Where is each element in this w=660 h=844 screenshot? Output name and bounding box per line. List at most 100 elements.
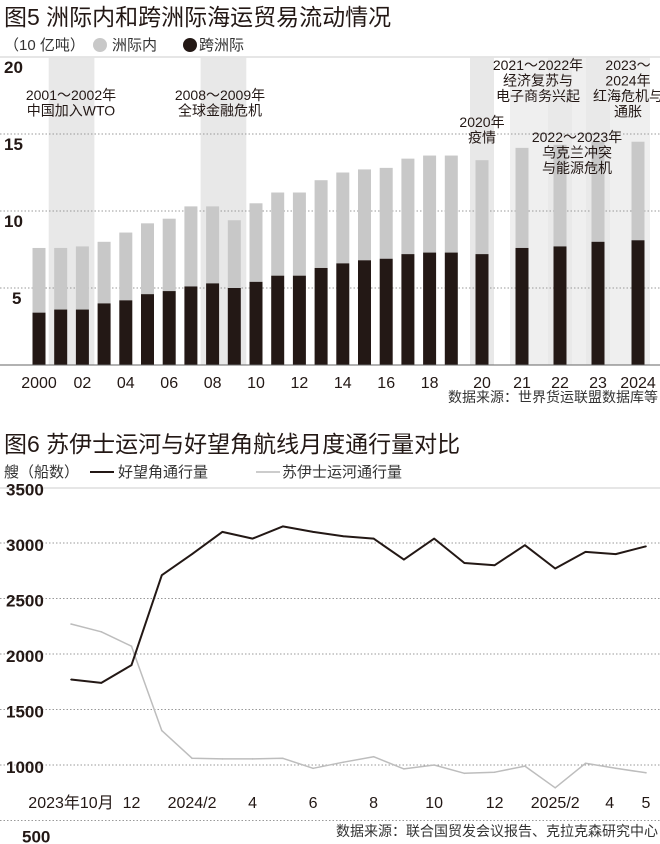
- x-tick-label: 20: [473, 375, 491, 392]
- data-point-suez: [372, 755, 375, 758]
- data-point-cape: [221, 531, 224, 533]
- bar-inter-2020: [475, 254, 489, 365]
- x-tick-label: 08: [204, 375, 222, 392]
- bar-intra-2005: [141, 223, 154, 295]
- x-tick-label: 10: [247, 375, 265, 392]
- fig5-plot: 5 10 15 20 2000 02 04 06 08 10 12 14 16 18 20 21 22 23 202…: [0, 57, 660, 392]
- bar-inter-2016: [379, 258, 393, 365]
- x-tick-label: 10: [425, 795, 443, 812]
- data-point-cape: [554, 567, 557, 570]
- chart-title-fig5: 图5 洲际内和跨洲际海运贸易流动情况: [4, 4, 391, 30]
- y-tick-label: 1500: [6, 703, 44, 722]
- bar-inter-2014: [336, 263, 350, 365]
- x-tick-label: 16: [377, 375, 395, 392]
- bar-inter-2021: [515, 247, 529, 365]
- bar-inter-2002: [75, 309, 89, 365]
- bar-intra-2020: [475, 160, 489, 255]
- annotation-text: 疫情: [468, 130, 496, 146]
- bar-intra-2007: [184, 206, 198, 287]
- data-point-cape: [100, 682, 103, 684]
- bar-intra-2006: [162, 218, 176, 292]
- bar-intra-2011: [271, 192, 285, 276]
- x-tick-label: 5: [642, 795, 651, 812]
- bar-inter-2008: [206, 283, 220, 365]
- y-tick-label: 1000: [6, 758, 44, 777]
- bar-intra-2019: [444, 155, 458, 253]
- x-tick-label: 23: [589, 375, 607, 392]
- bar-intra-2023: [591, 141, 605, 242]
- data-point-cape: [493, 564, 496, 566]
- y-tick-label: 2500: [6, 592, 44, 611]
- x-tick-label: 6: [309, 795, 318, 812]
- chart-title-fig6: 图6 苏伊士运河与好望角航线月度通行量对比: [4, 431, 460, 457]
- bar-inter-2004: [119, 300, 133, 365]
- x-tick-label: 2024: [620, 375, 656, 392]
- data-point-cape: [130, 664, 133, 666]
- x-tick-label: 2023年10月: [28, 794, 113, 812]
- x-tick-label: 2000: [21, 375, 57, 392]
- bar-inter-2019: [444, 252, 458, 365]
- bar-inter-2022: [553, 246, 567, 365]
- annotation-text: 中国加入WTO: [27, 103, 116, 119]
- x-tick-label: 8: [369, 795, 378, 812]
- legend-swatch-intra: [93, 38, 107, 52]
- x-tick-label: 04: [117, 375, 135, 392]
- x-tick-label: 21: [513, 375, 531, 392]
- data-point-cape: [191, 553, 193, 555]
- bar-inter-2001: [54, 309, 68, 365]
- unit-label-fig6: 艘（船数）: [4, 464, 79, 481]
- annotation-text: 全球金融危机: [178, 103, 262, 119]
- data-point-cape: [372, 537, 375, 540]
- bar-inter-2015: [358, 260, 371, 365]
- annotation-text: 乌克兰冲突: [542, 145, 612, 161]
- x-tick-label: 2025/2: [531, 795, 580, 812]
- data-point-suez: [524, 765, 526, 767]
- data-point-suez: [251, 758, 254, 760]
- data-point-cape: [160, 574, 163, 576]
- data-point-suez: [554, 786, 557, 789]
- bar-inter-2000: [32, 312, 46, 365]
- x-tick-label: 18: [421, 375, 439, 392]
- bar-inter-2024: [631, 240, 645, 365]
- x-tick-label: 4: [248, 795, 257, 812]
- y-tick-label: 3500: [6, 481, 44, 500]
- bar-inter-2013: [314, 267, 328, 365]
- x-tick-label: 12: [486, 795, 504, 812]
- source-fig5: 数据来源：世界货运联盟数据库等: [448, 389, 658, 405]
- annotation-text: 红海危机与: [593, 88, 660, 104]
- legend-label-cape: 好望角通行量: [118, 464, 208, 481]
- x-tick-label: 06: [160, 375, 178, 392]
- bar-intra-2002: [75, 246, 89, 310]
- legend-label-intra: 洲际内: [112, 37, 157, 54]
- bar-inter-2009: [227, 288, 241, 365]
- bar-intra-2009: [227, 220, 241, 288]
- annotation-text: 与能源危机: [542, 160, 612, 176]
- bar-intra-2001: [54, 247, 68, 310]
- data-point-suez: [70, 623, 72, 625]
- x-tick-label: 22: [551, 375, 569, 392]
- data-point-cape: [342, 535, 345, 538]
- bar-intra-2021: [515, 147, 529, 248]
- annotation-text: 2008～2009年: [175, 87, 265, 103]
- bar-intra-2010: [249, 203, 263, 282]
- data-point-suez: [463, 772, 466, 775]
- data-point-suez: [645, 771, 647, 774]
- bar-intra-2004: [119, 232, 133, 301]
- data-point-cape: [524, 544, 526, 547]
- data-point-cape: [463, 562, 466, 564]
- x-tick-label: 12: [123, 795, 141, 812]
- legend-label-inter: 跨洲际: [199, 37, 244, 54]
- bar-inter-2017: [401, 254, 415, 365]
- bar-intra-2013: [314, 180, 328, 268]
- data-point-suez: [403, 768, 405, 770]
- bar-intra-2018: [423, 155, 437, 253]
- x-tick-label: 2024/2: [168, 795, 217, 812]
- bar-intra-2024: [631, 141, 645, 241]
- bar-inter-2005: [141, 294, 154, 365]
- bar-intra-2014: [336, 172, 350, 264]
- data-point-suez: [160, 729, 163, 732]
- bar-intra-2016: [379, 167, 393, 259]
- data-point-cape: [645, 545, 647, 548]
- data-point-suez: [312, 767, 314, 770]
- data-point-suez: [130, 645, 133, 648]
